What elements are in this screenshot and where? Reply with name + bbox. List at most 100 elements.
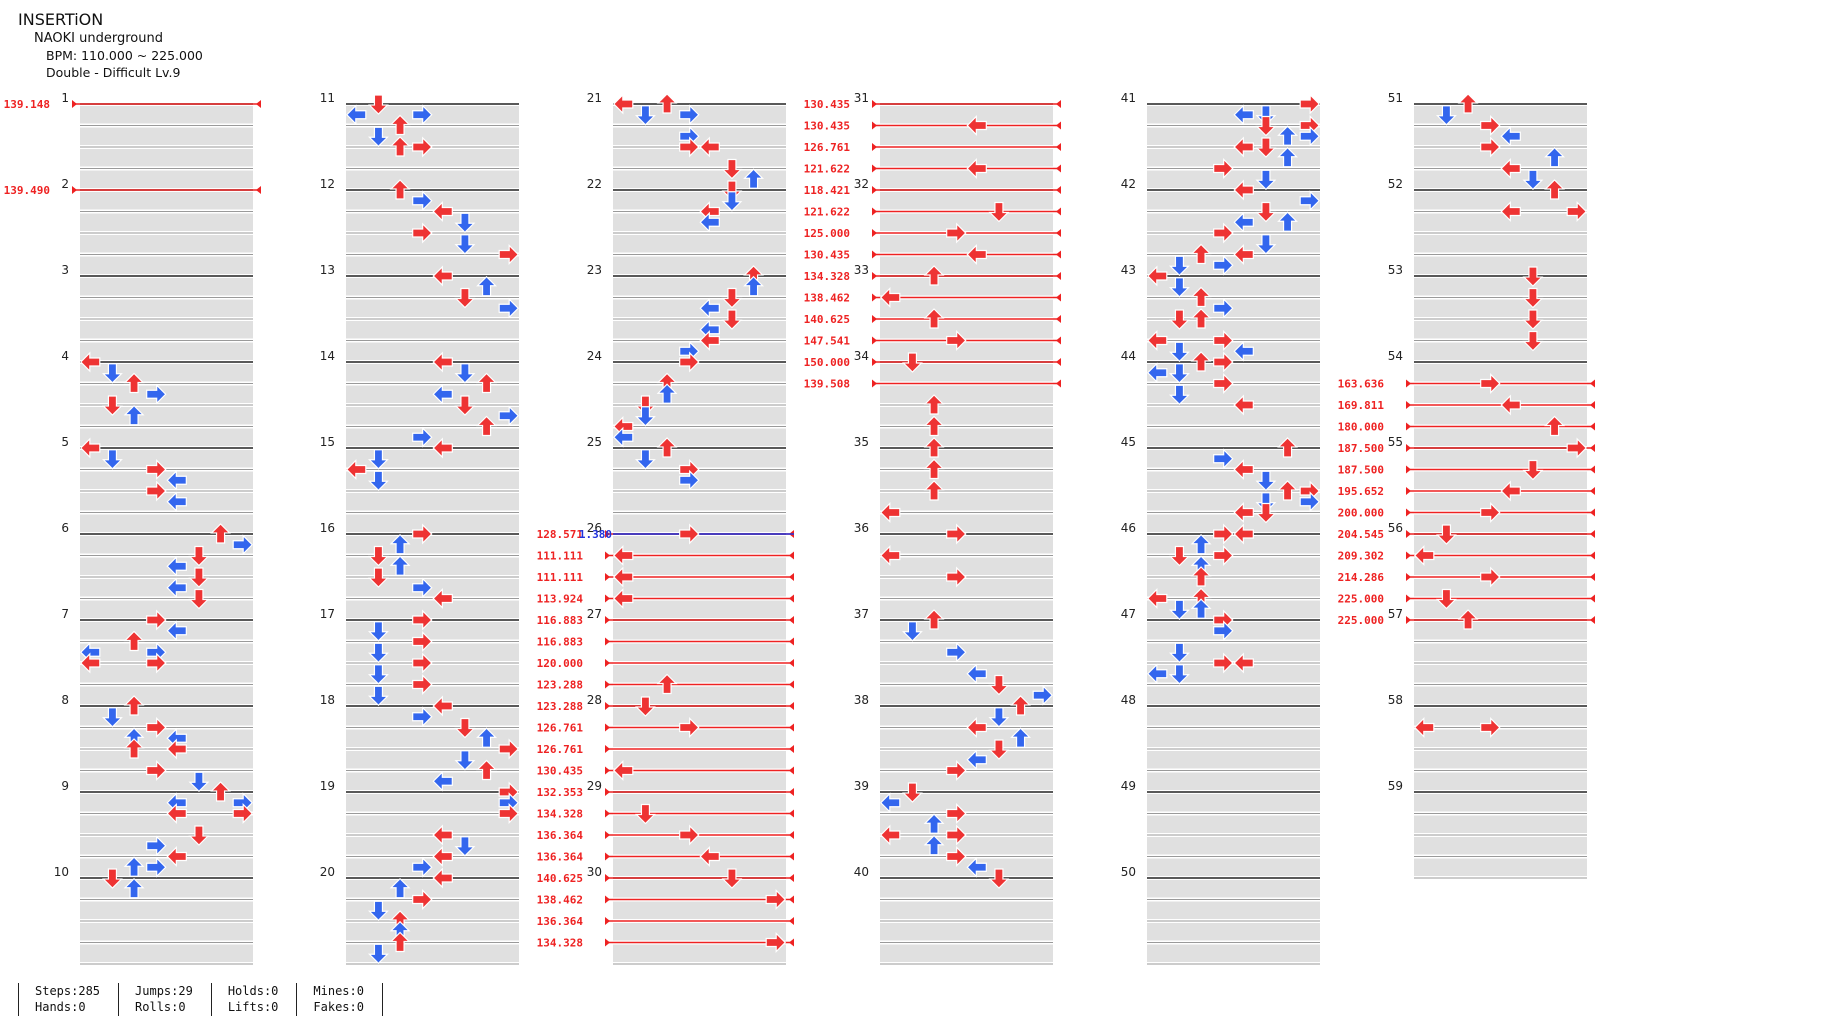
step-arrow-left xyxy=(432,437,453,459)
step-arrow-right xyxy=(765,932,787,953)
step-arrow-down xyxy=(721,287,743,309)
bpm-marker-left xyxy=(872,186,877,194)
bpm-value: 111.111 xyxy=(537,550,584,563)
beat-row xyxy=(1414,106,1587,124)
beat-row xyxy=(80,600,253,618)
beat-row xyxy=(346,837,519,855)
step-arrow-up xyxy=(476,275,498,297)
step-arrow-down xyxy=(367,470,389,492)
step-arrow-right xyxy=(232,803,254,824)
step-arrow-up xyxy=(1277,211,1299,232)
step-arrow-down xyxy=(634,449,656,470)
step-arrow-left xyxy=(432,846,453,867)
beat-row xyxy=(1414,729,1587,747)
step-arrow-up xyxy=(1190,566,1212,587)
beat-row xyxy=(1414,192,1587,210)
bpm-marker-left xyxy=(872,207,877,216)
bpm-value: 225.000 xyxy=(1338,614,1384,627)
step-arrow-up xyxy=(923,437,945,458)
step-arrow-down xyxy=(1435,524,1457,545)
beat-row xyxy=(346,729,519,747)
bpm-marker-left xyxy=(1406,422,1411,431)
beat-row xyxy=(1414,815,1587,833)
step-arrow-up xyxy=(123,738,145,759)
beat-row xyxy=(880,708,1053,726)
bpm-value: 126.761 xyxy=(537,722,584,735)
step-arrow-left xyxy=(432,265,453,287)
step-arrow-up xyxy=(389,555,411,576)
bpm-marker-right xyxy=(1590,465,1595,474)
step-arrow-right xyxy=(1213,373,1234,394)
bpm-marker-left xyxy=(1406,594,1411,603)
step-arrow-up xyxy=(743,168,765,189)
measure-number: 20 xyxy=(320,865,335,879)
step-arrow-right xyxy=(146,383,167,405)
bpm-marker-right xyxy=(789,831,794,839)
mines-count: Mines:0 xyxy=(313,984,364,998)
bpm-value: 126.761 xyxy=(804,141,851,154)
step-arrow-up xyxy=(923,265,945,286)
step-arrow-right xyxy=(146,760,167,781)
step-arrow-down xyxy=(1255,201,1277,223)
measure-number: 3 xyxy=(61,263,69,277)
beat-row xyxy=(346,213,519,231)
step-arrow-left xyxy=(699,211,720,233)
step-arrow-left xyxy=(1233,104,1254,126)
step-arrow-down xyxy=(634,803,656,825)
step-arrow-left xyxy=(612,588,634,609)
measure-number: 38 xyxy=(854,693,869,707)
beat-row xyxy=(1147,471,1320,489)
step-arrow-left xyxy=(612,93,634,115)
step-arrow-left xyxy=(699,846,720,867)
step-arrow-down xyxy=(1522,459,1544,481)
step-arrow-left xyxy=(966,717,987,738)
step-arrow-down xyxy=(1168,341,1190,363)
beat-row xyxy=(1414,622,1587,640)
step-arrow-down xyxy=(101,395,123,416)
beat-row xyxy=(1414,385,1587,403)
bpm-value: 116.883 xyxy=(537,636,583,649)
measure-number: 54 xyxy=(1388,349,1403,363)
step-arrow-right xyxy=(412,609,433,631)
beat-row xyxy=(1414,493,1587,511)
bpm-marker-left xyxy=(605,938,610,947)
step-arrow-left xyxy=(612,545,634,566)
measure-number: 7 xyxy=(61,607,69,621)
bpm-marker-right xyxy=(789,659,794,667)
step-arrow-down xyxy=(367,642,389,664)
beat-row xyxy=(346,880,519,898)
beat-row xyxy=(346,686,519,704)
beat-row xyxy=(880,880,1053,898)
bpm-value: 134.328 xyxy=(804,270,850,283)
bpm-value: 134.328 xyxy=(537,808,583,821)
step-arrow-right xyxy=(1213,297,1234,319)
step-arrow-left xyxy=(432,824,453,846)
step-arrow-right xyxy=(1299,491,1321,513)
beat-row xyxy=(346,149,519,167)
bpm-marker-right xyxy=(789,680,794,689)
bpm-marker-left xyxy=(605,530,610,538)
beat-row xyxy=(1414,837,1587,855)
bpm-marker-left xyxy=(872,164,877,173)
step-arrow-down xyxy=(1168,277,1190,298)
beat-row xyxy=(80,299,253,317)
beat-row xyxy=(80,170,253,188)
beat-row xyxy=(880,235,1053,253)
step-arrow-down xyxy=(188,825,210,846)
beat-row xyxy=(880,450,1053,468)
bpm-marker-left xyxy=(872,250,877,259)
beat-row xyxy=(80,278,253,296)
beat-row xyxy=(880,256,1053,274)
bpm-value: 136.364 xyxy=(537,915,584,928)
bpm-value: 187.500 xyxy=(1338,464,1384,477)
bpm-marker-left xyxy=(605,895,610,904)
beat-row xyxy=(1414,557,1587,575)
beat-row xyxy=(613,149,786,167)
bpm-value: 200.000 xyxy=(1338,507,1384,520)
measure-number: 55 xyxy=(1388,435,1403,449)
beat-row xyxy=(346,407,519,425)
measure-number: 5 xyxy=(61,435,69,449)
step-arrow-down xyxy=(988,739,1010,760)
step-arrow-right xyxy=(146,835,167,857)
bpm-value: 130.435 xyxy=(804,98,850,111)
